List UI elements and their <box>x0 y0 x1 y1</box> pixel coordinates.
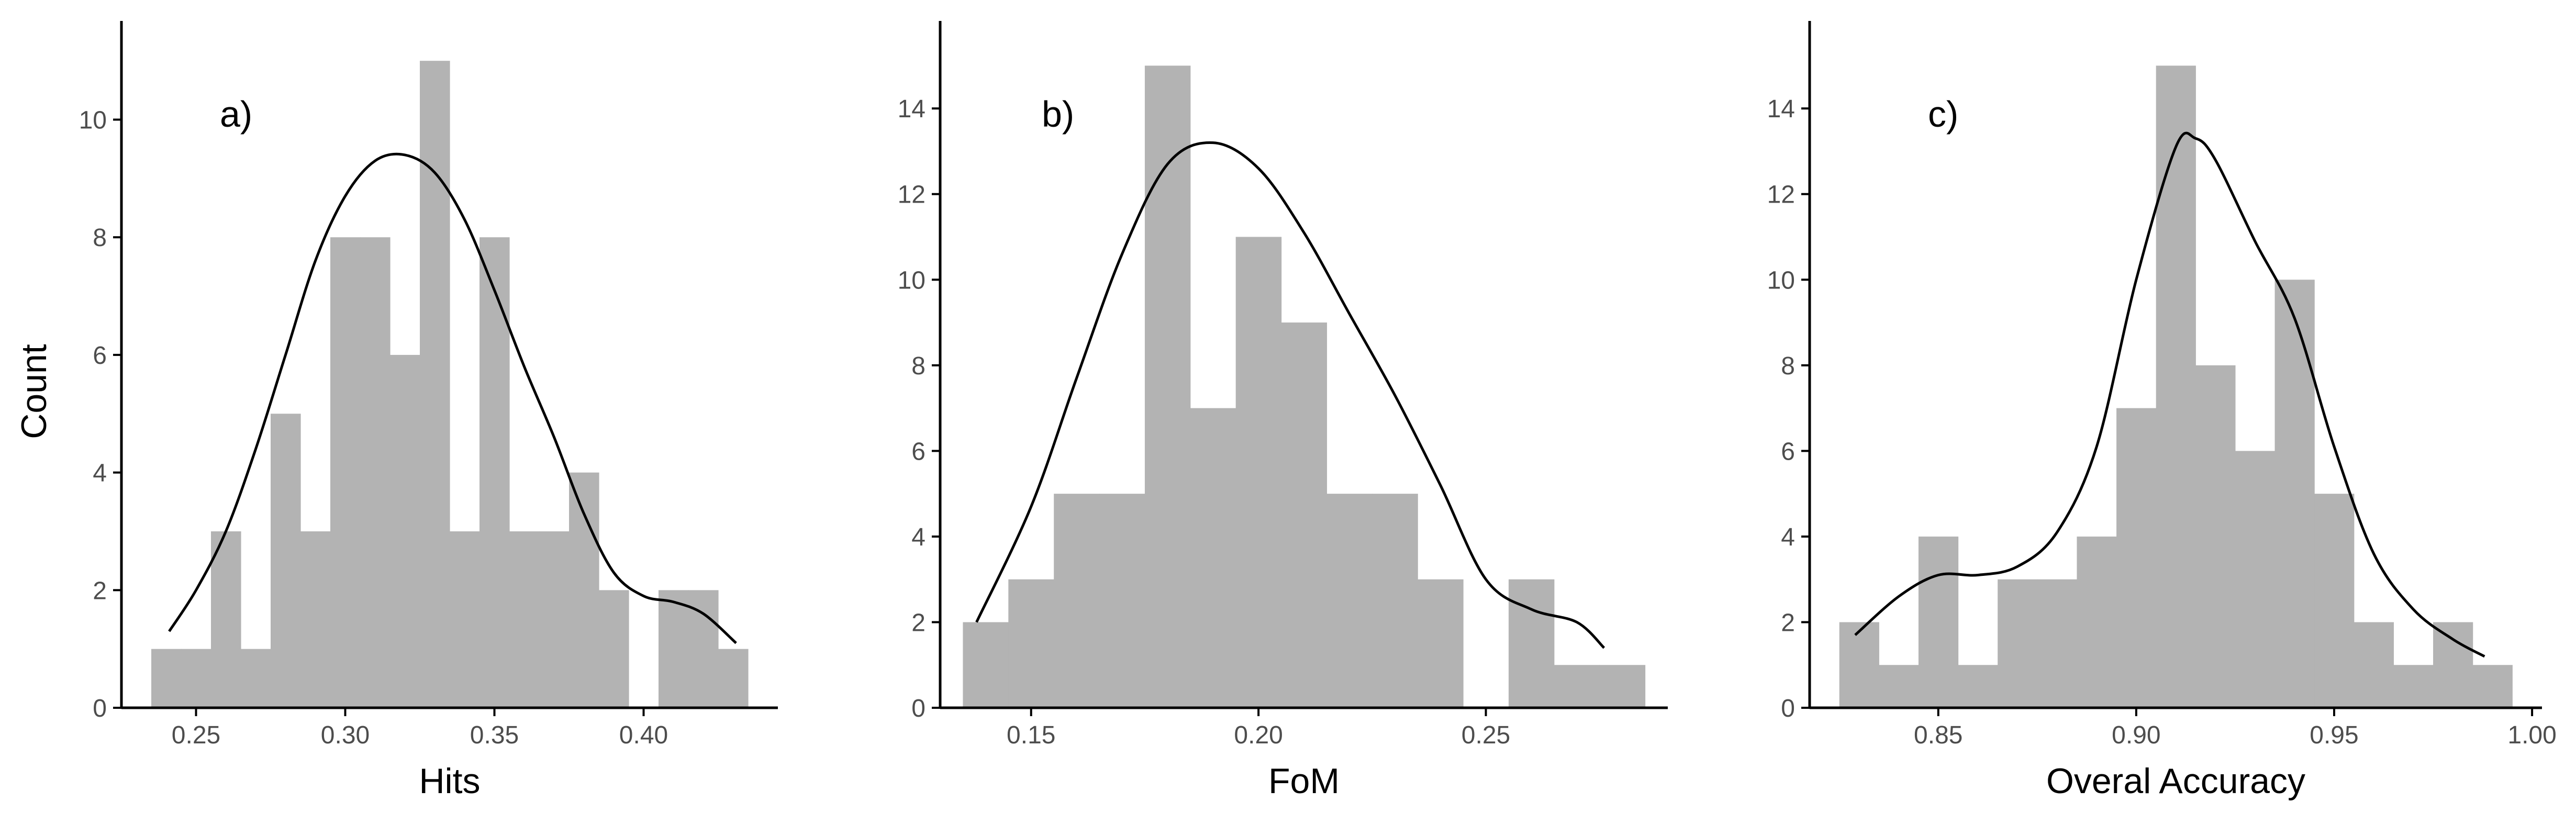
histogram-bar <box>330 237 361 708</box>
x-tick-label: 0.30 <box>321 721 370 749</box>
histogram-bar <box>390 354 420 708</box>
y-tick-label: 14 <box>1767 95 1795 123</box>
histogram-bar <box>1235 237 1282 708</box>
y-tick-label: 2 <box>93 577 107 605</box>
y-tick-label: 8 <box>1781 352 1795 380</box>
histogram-bar <box>1326 494 1373 708</box>
y-tick-label: 4 <box>1781 524 1795 551</box>
histogram-bar <box>659 590 689 708</box>
x-axis-title: FoM <box>1268 761 1340 801</box>
histogram-bar <box>1054 494 1100 708</box>
y-tick-label: 0 <box>1781 695 1795 722</box>
y-tick-label: 4 <box>911 524 925 551</box>
histogram-bar <box>1190 408 1236 708</box>
histogram-bar <box>1099 494 1145 708</box>
histogram-bar <box>2472 665 2513 708</box>
histogram-bar <box>151 649 182 708</box>
histogram-bar <box>1508 579 1555 708</box>
panel-label: a) <box>220 94 252 135</box>
histogram-bar <box>539 531 570 708</box>
histogram-bar <box>1918 536 1959 708</box>
panel-3: 0 2 4 6 8 10 12 14 0.85 0.90 0.95 1.00 Overal Accura… <box>1767 21 2557 801</box>
y-tick-label: 10 <box>898 266 925 294</box>
histogram-bar <box>271 414 301 708</box>
histogram-bar <box>2354 622 2394 708</box>
histogram-bar <box>1554 665 1600 708</box>
histogram-bar <box>450 531 480 708</box>
histogram-bar <box>2037 579 2078 708</box>
x-tick-label: 0.95 <box>2310 721 2358 749</box>
histogram-bar <box>1998 579 2038 708</box>
histogram-bar <box>1372 494 1418 708</box>
histogram-bar <box>360 237 391 708</box>
histogram-bar <box>1008 579 1054 708</box>
histogram-bar <box>2235 451 2276 708</box>
x-axis-title: Overal Accuracy <box>2046 761 2305 801</box>
y-tick-label: 0 <box>911 695 925 722</box>
y-axis-title: Count <box>14 344 54 439</box>
histogram-bar <box>1879 665 1919 708</box>
histogram-bar <box>1839 622 1879 708</box>
panel-2: 0 2 4 6 8 10 12 14 0.15 0.20 0.25 FoM b) <box>898 21 1668 801</box>
histogram-bar <box>2314 494 2355 708</box>
panels-group: 0 2 4 6 8 10 0.25 0.30 0.35 0.40 Hits a) 0 2 4 6 8 10 12 14… <box>79 21 2557 801</box>
histogram-bar <box>181 649 211 708</box>
x-tick-label: 0.25 <box>172 721 220 749</box>
x-axis-title: Hits <box>419 761 480 801</box>
y-tick-label: 6 <box>93 342 107 370</box>
y-tick-label: 2 <box>911 609 925 637</box>
y-tick-label: 12 <box>898 181 925 209</box>
x-tick-label: 0.40 <box>619 721 668 749</box>
histogram-bar <box>420 61 450 708</box>
histogram-bar <box>1418 579 1464 708</box>
x-tick-label: 0.15 <box>1007 721 1055 749</box>
histogram-bar <box>509 531 540 708</box>
panel-label: b) <box>1042 94 1074 135</box>
y-tick-label: 8 <box>911 352 925 380</box>
x-tick-label: 1.00 <box>2507 721 2556 749</box>
density-curve <box>975 141 1605 649</box>
y-tick-label: 10 <box>1767 266 1795 294</box>
density-curve <box>1854 131 2485 658</box>
y-tick-label: 12 <box>1767 181 1795 209</box>
y-tick-label: 6 <box>1781 438 1795 465</box>
histogram-bar <box>599 590 629 708</box>
histogram-bar <box>2274 280 2315 708</box>
histogram-bar <box>1144 65 1191 708</box>
y-tick-label: 10 <box>79 107 107 135</box>
x-tick-label: 0.90 <box>2112 721 2160 749</box>
histogram-bar <box>1599 665 1646 708</box>
histogram-bar <box>1958 665 1998 708</box>
x-tick-label: 0.20 <box>1234 721 1283 749</box>
x-tick-label: 0.35 <box>470 721 519 749</box>
histogram-bar <box>569 472 599 708</box>
histogram-bar <box>2116 408 2157 708</box>
y-tick-label: 0 <box>93 695 107 722</box>
density-curve <box>168 152 737 644</box>
x-tick-label: 0.25 <box>1462 721 1510 749</box>
x-tick-label: 0.85 <box>1914 721 1962 749</box>
histogram-bar <box>300 531 331 708</box>
y-tick-label: 4 <box>93 460 107 487</box>
panel-1: 0 2 4 6 8 10 0.25 0.30 0.35 0.40 Hits a) <box>79 21 778 801</box>
histogram-bar <box>2433 622 2473 708</box>
histogram-bar <box>241 649 271 708</box>
y-tick-label: 14 <box>898 95 925 123</box>
histogram-bar <box>479 237 510 708</box>
histogram-bar <box>718 649 749 708</box>
y-tick-label: 6 <box>911 438 925 465</box>
panel-label: c) <box>1928 94 1958 135</box>
histogram-bar <box>2195 365 2236 708</box>
histogram-bar <box>2393 665 2434 708</box>
histogram-bar <box>2156 65 2196 708</box>
y-tick-label: 8 <box>93 224 107 252</box>
y-tick-label: 2 <box>1781 609 1795 637</box>
histogram-bar <box>211 531 241 708</box>
histogram-bar <box>2077 536 2117 708</box>
histogram-bar <box>963 622 1009 708</box>
histogram-bar <box>1281 322 1328 708</box>
